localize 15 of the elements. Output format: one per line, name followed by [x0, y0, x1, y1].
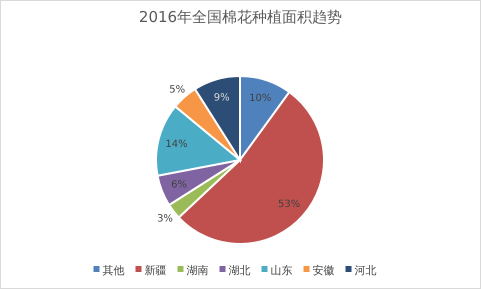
legend-label: 河北 [354, 264, 376, 277]
legend-label: 其他 [102, 264, 124, 277]
data-label: 6% [171, 180, 188, 191]
data-label: 53% [278, 198, 300, 210]
legend-label: 安徽 [312, 264, 334, 277]
data-label: 5% [169, 84, 186, 96]
data-label: 10% [249, 93, 272, 104]
chart-title: 2016年全国棉花种植面积趋势 [138, 8, 342, 26]
legend-label: 山东 [270, 264, 292, 277]
legend-label: 湖南 [186, 264, 208, 277]
legend-label: 新疆 [144, 264, 166, 277]
data-label: 14% [165, 139, 188, 150]
data-label: 9% [214, 92, 230, 104]
data-label: 3% [157, 214, 173, 225]
legend-label: 湖北 [228, 264, 250, 277]
